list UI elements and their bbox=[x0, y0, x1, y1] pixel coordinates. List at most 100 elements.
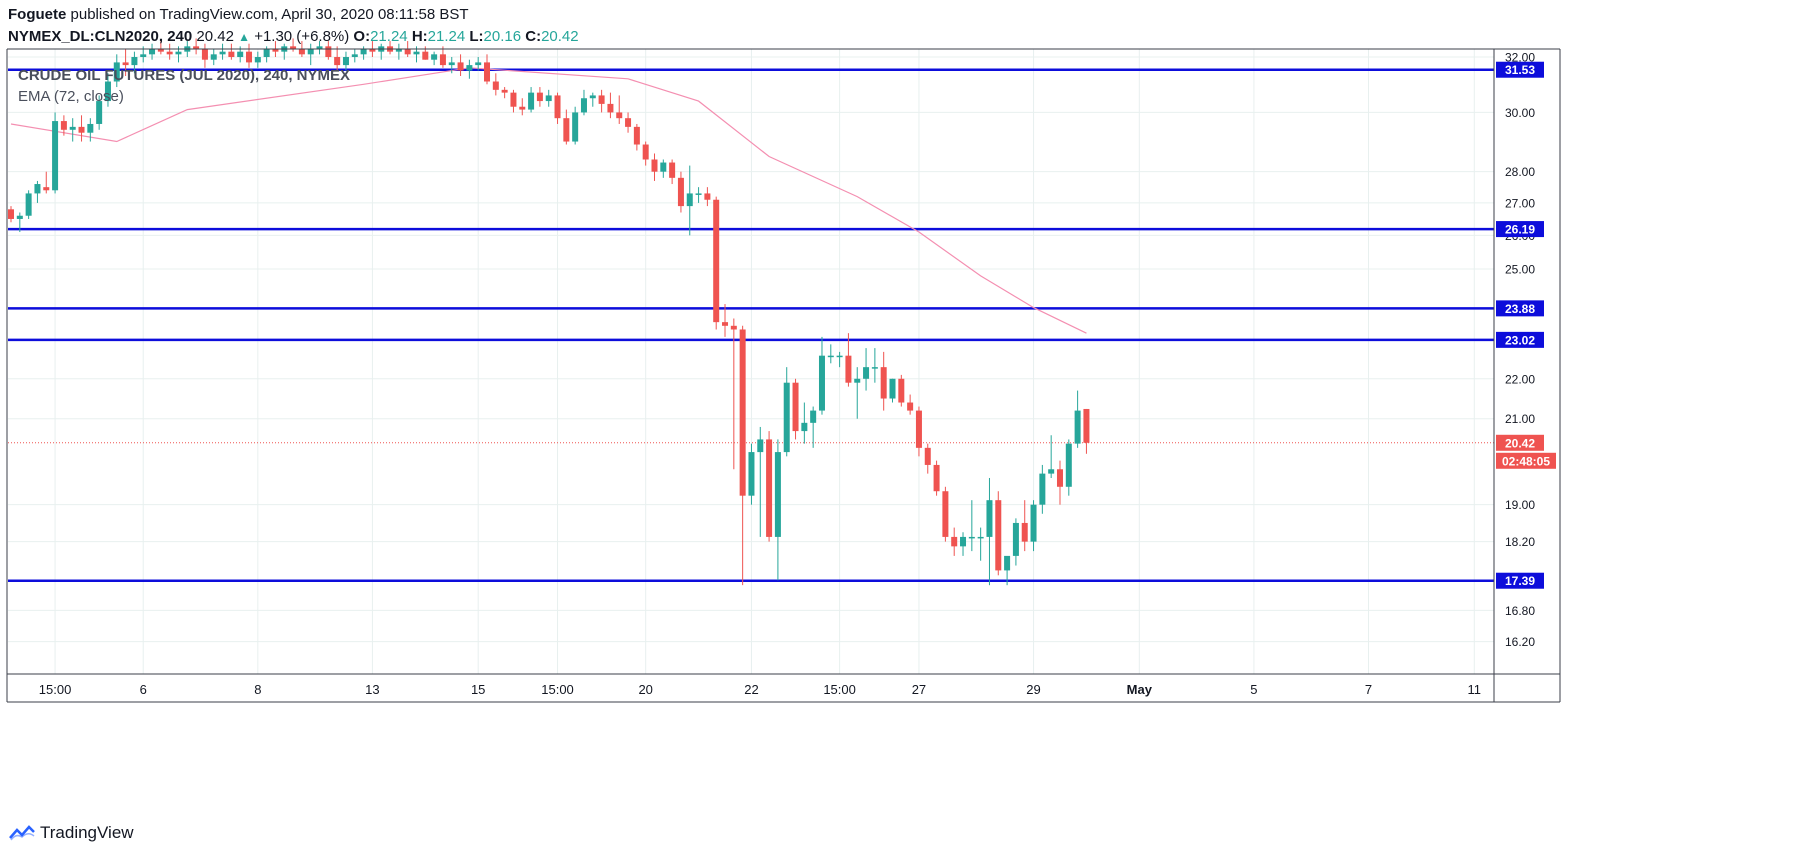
candle[interactable] bbox=[484, 54, 491, 85]
level-badge[interactable] bbox=[1496, 300, 1544, 317]
candle[interactable] bbox=[695, 187, 702, 203]
candle[interactable] bbox=[351, 49, 358, 63]
candle[interactable] bbox=[704, 187, 711, 207]
candle[interactable] bbox=[783, 367, 790, 457]
candle[interactable] bbox=[395, 43, 402, 60]
candle[interactable] bbox=[757, 426, 764, 537]
candle[interactable] bbox=[924, 443, 931, 474]
candle[interactable] bbox=[149, 43, 156, 60]
candle[interactable] bbox=[686, 165, 693, 236]
candle[interactable] bbox=[69, 118, 76, 142]
candle[interactable] bbox=[951, 527, 958, 556]
candle[interactable] bbox=[1074, 390, 1081, 448]
candle[interactable] bbox=[466, 59, 473, 79]
candle[interactable] bbox=[431, 51, 438, 66]
candle[interactable] bbox=[157, 41, 164, 55]
candle[interactable] bbox=[439, 46, 446, 68]
candle[interactable] bbox=[1021, 500, 1028, 552]
candle[interactable] bbox=[528, 87, 535, 113]
candle[interactable] bbox=[210, 49, 217, 66]
candle[interactable] bbox=[16, 212, 23, 233]
candle[interactable] bbox=[677, 171, 684, 213]
instrument-legend[interactable]: CRUDE OIL FUTURES (JUL 2020), 240, NYMEX bbox=[18, 67, 351, 84]
price-axis[interactable]: 32.0030.0028.0027.0026.0025.0022.0021.00… bbox=[1496, 51, 1556, 650]
candle[interactable] bbox=[801, 402, 808, 444]
candle[interactable] bbox=[933, 460, 940, 496]
candle[interactable] bbox=[889, 378, 896, 403]
candle[interactable] bbox=[166, 43, 173, 60]
candle[interactable] bbox=[1039, 464, 1046, 514]
candle[interactable] bbox=[766, 431, 773, 542]
candle[interactable] bbox=[915, 406, 922, 457]
candle[interactable] bbox=[854, 367, 861, 419]
candle[interactable] bbox=[748, 443, 755, 505]
tradingview-logo[interactable]: TradingView bbox=[8, 823, 134, 843]
ema-72-line[interactable] bbox=[10, 67, 1087, 334]
candle[interactable] bbox=[739, 325, 746, 586]
candle[interactable] bbox=[254, 51, 261, 68]
candle[interactable] bbox=[589, 92, 596, 107]
candle[interactable] bbox=[633, 123, 640, 151]
candle[interactable] bbox=[977, 527, 984, 561]
candle[interactable] bbox=[580, 89, 587, 116]
candle[interactable] bbox=[228, 43, 235, 60]
candle[interactable] bbox=[25, 190, 32, 219]
candle[interactable] bbox=[334, 46, 341, 71]
candle[interactable] bbox=[810, 406, 817, 448]
level-badge[interactable] bbox=[1496, 61, 1544, 78]
candle[interactable] bbox=[34, 180, 41, 203]
candle[interactable] bbox=[422, 46, 429, 60]
candle[interactable] bbox=[475, 57, 482, 71]
candle[interactable] bbox=[986, 477, 993, 586]
candle[interactable] bbox=[246, 43, 253, 68]
candle[interactable] bbox=[52, 112, 59, 194]
candle[interactable] bbox=[8, 206, 14, 223]
candle[interactable] bbox=[201, 43, 208, 68]
candle[interactable] bbox=[536, 87, 543, 107]
candles[interactable] bbox=[8, 38, 1090, 586]
level-badge[interactable] bbox=[1496, 572, 1544, 589]
current-price-badge[interactable] bbox=[1496, 434, 1544, 451]
candle[interactable] bbox=[907, 394, 914, 415]
candle[interactable] bbox=[563, 109, 570, 145]
candle[interactable] bbox=[448, 57, 455, 74]
candle[interactable] bbox=[713, 196, 720, 330]
candle[interactable] bbox=[122, 49, 129, 77]
candle[interactable] bbox=[942, 486, 949, 542]
candle[interactable] bbox=[827, 344, 834, 364]
candle[interactable] bbox=[863, 348, 870, 391]
candle[interactable] bbox=[730, 318, 737, 470]
candle[interactable] bbox=[845, 333, 852, 387]
candle[interactable] bbox=[43, 171, 50, 194]
candle[interactable] bbox=[792, 378, 799, 440]
candle[interactable] bbox=[660, 159, 667, 178]
candle[interactable] bbox=[519, 98, 526, 116]
candle[interactable] bbox=[342, 51, 349, 71]
candle[interactable] bbox=[87, 118, 94, 142]
candle[interactable] bbox=[104, 73, 111, 107]
candle[interactable] bbox=[193, 38, 200, 55]
candle[interactable] bbox=[1004, 555, 1011, 586]
candle[interactable] bbox=[492, 73, 499, 96]
candle[interactable] bbox=[96, 95, 103, 130]
candle[interactable] bbox=[1048, 435, 1055, 478]
candle[interactable] bbox=[625, 112, 632, 133]
candle[interactable] bbox=[510, 89, 517, 113]
level-badge[interactable] bbox=[1496, 331, 1544, 348]
candle[interactable] bbox=[880, 351, 887, 411]
candle[interactable] bbox=[818, 336, 825, 415]
candle[interactable] bbox=[1056, 460, 1063, 505]
candle[interactable] bbox=[1083, 408, 1090, 454]
candle[interactable] bbox=[616, 95, 623, 124]
candle[interactable] bbox=[968, 500, 975, 552]
candle[interactable] bbox=[836, 351, 843, 368]
candle[interactable] bbox=[325, 41, 332, 60]
candle[interactable] bbox=[360, 46, 367, 60]
candle[interactable] bbox=[572, 106, 579, 145]
candle[interactable] bbox=[1065, 439, 1072, 496]
candle[interactable] bbox=[501, 87, 508, 99]
candle[interactable] bbox=[774, 439, 781, 581]
candle[interactable] bbox=[1030, 500, 1037, 552]
candle[interactable] bbox=[871, 348, 878, 383]
